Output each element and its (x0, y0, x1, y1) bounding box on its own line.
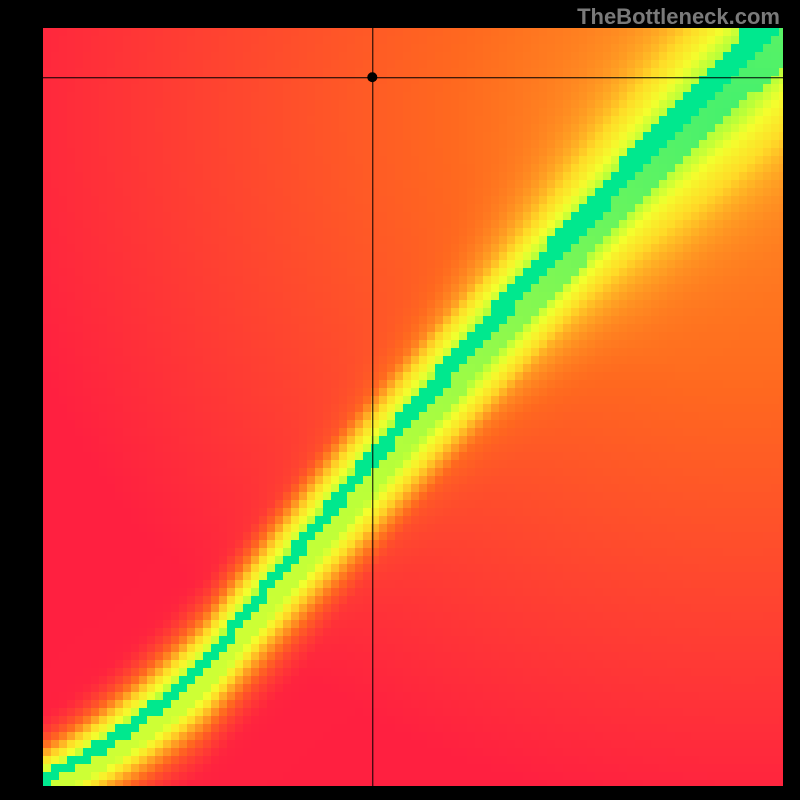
chart-container: TheBottleneck.com (0, 0, 800, 800)
watermark-text: TheBottleneck.com (577, 4, 780, 30)
bottleneck-heatmap (43, 28, 783, 786)
